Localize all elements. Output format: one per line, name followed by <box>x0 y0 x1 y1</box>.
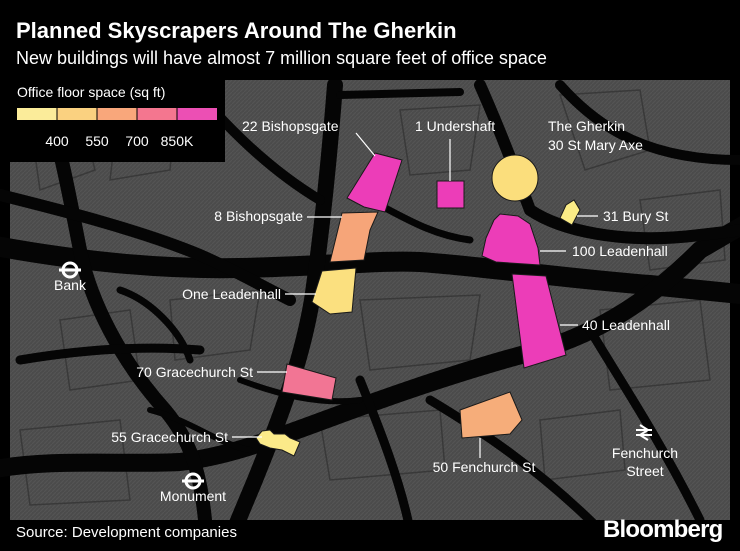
label-55-gracechurch-st: 55 Gracechurch St <box>111 429 228 445</box>
station-label-street: Street <box>626 463 663 479</box>
building-100-leadenhall <box>481 213 541 266</box>
building-70-gracechurch-st <box>281 363 337 401</box>
building-1-undershaft <box>436 180 465 209</box>
building-the-gherkin <box>491 154 539 202</box>
building-31-bury-st <box>559 199 581 226</box>
station-label-bank: Bank <box>54 277 87 293</box>
bloomberg-logo: Bloomberg <box>603 516 723 543</box>
building-8-bishopsgate <box>329 211 379 263</box>
legend-swatch-1 <box>17 108 57 120</box>
station-fenchurch-street: Fenchurch Street <box>612 424 678 479</box>
label-22-bishopsgate: 22 Bishopsgate <box>242 118 339 134</box>
chart-title: Planned Skyscrapers Around The Gherkin <box>16 18 457 43</box>
label-31-bury-st: 31 Bury St <box>603 208 668 224</box>
station-monument: Monument <box>160 472 226 504</box>
legend-swatch-3 <box>97 108 137 120</box>
label-1-undershaft: 1 Undershaft <box>415 118 495 134</box>
legend-tick-400: 400 <box>45 133 69 149</box>
label-50-fenchurch-st: 50 Fenchurch St <box>433 459 536 475</box>
legend-background <box>10 80 225 162</box>
national-rail-icon <box>636 424 652 441</box>
legend: Office floor space (sq ft) 400 550 700 8… <box>10 80 225 162</box>
label-30-st-mary-axe: 30 St Mary Axe <box>548 137 643 153</box>
building-55-gracechurch-st <box>255 429 301 457</box>
label-the-gherkin: The Gherkin <box>548 118 625 134</box>
label-one-leadenhall: One Leadenhall <box>182 286 281 302</box>
underground-roundel-icon <box>59 261 81 279</box>
source-note: Source: Development companies <box>16 524 237 541</box>
legend-title: Office floor space (sq ft) <box>17 84 165 100</box>
building-40-leadenhall <box>511 273 567 369</box>
station-bank: Bank <box>54 261 87 293</box>
building-one-leadenhall <box>311 267 357 315</box>
underground-roundel-icon <box>182 472 204 490</box>
label-40-leadenhall: 40 Leadenhall <box>582 317 670 333</box>
buildings <box>255 152 581 457</box>
label-70-gracechurch-st: 70 Gracechurch St <box>136 364 253 380</box>
city-map: Office floor space (sq ft) 400 550 700 8… <box>0 80 740 520</box>
label-8-bishopsgate: 8 Bishopsgate <box>214 208 303 224</box>
legend-swatch-4 <box>137 108 177 120</box>
building-labels: 22 Bishopsgate 1 Undershaft The Gherkin … <box>111 118 670 475</box>
building-50-fenchurch-st <box>459 391 523 439</box>
station-label-monument: Monument <box>160 488 226 504</box>
streets <box>0 80 740 520</box>
legend-swatch-5 <box>177 108 217 120</box>
station-label-fenchurch: Fenchurch <box>612 445 678 461</box>
building-22-bishopsgate <box>346 152 403 213</box>
legend-tick-700: 700 <box>125 133 149 149</box>
legend-tick-550: 550 <box>85 133 109 149</box>
legend-tick-850k: 850K <box>161 133 194 149</box>
chart-subtitle: New buildings will have almost 7 million… <box>16 48 547 68</box>
label-100-leadenhall: 100 Leadenhall <box>572 243 668 259</box>
leader-lines <box>232 132 598 458</box>
legend-swatch-2 <box>57 108 97 120</box>
